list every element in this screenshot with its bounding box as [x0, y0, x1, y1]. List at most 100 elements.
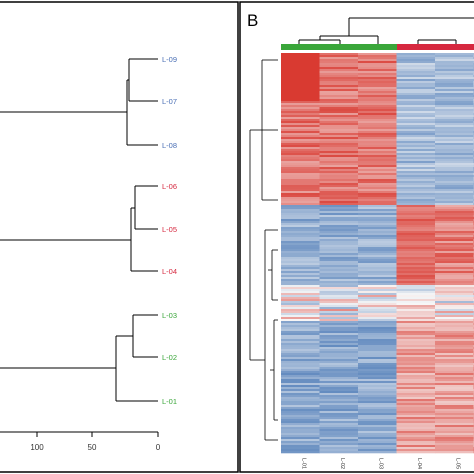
- heatmap-cell: [396, 361, 436, 364]
- heatmap-cell: [435, 377, 474, 380]
- heatmap-cell: [358, 89, 397, 92]
- heatmap-cell: [435, 407, 474, 410]
- heatmap-cell: [319, 129, 359, 132]
- heatmap-cell: [435, 205, 474, 208]
- heatmap-cell: [435, 177, 474, 180]
- heatmap-cell: [319, 245, 359, 248]
- heatmap-cell: [358, 351, 397, 354]
- heatmap-cell: [396, 413, 436, 416]
- heatmap-cell: [281, 97, 320, 100]
- heatmap-cell: [319, 333, 359, 336]
- heatmap-cell: [281, 119, 320, 122]
- heatmap-cell: [281, 385, 320, 388]
- heatmap-cell: [281, 215, 320, 218]
- heatmap-cell: [319, 225, 359, 228]
- heatmap-cell: [435, 391, 474, 394]
- heatmap-cell: [319, 183, 359, 186]
- heatmap-cell: [396, 291, 436, 294]
- heatmap-cell: [396, 183, 436, 186]
- heatmap-cell: [358, 415, 397, 418]
- heatmap-cell: [396, 111, 436, 114]
- heatmap-cell: [435, 275, 474, 278]
- heatmap-cell: [435, 299, 474, 302]
- heatmap-cell: [319, 401, 359, 404]
- heatmap-cell: [281, 327, 320, 330]
- heatmap-cell: [358, 161, 397, 164]
- heatmap-cell: [281, 195, 320, 198]
- heatmap-cell: [319, 149, 359, 152]
- heatmap-cell: [435, 279, 474, 282]
- heatmap-cell: [281, 373, 320, 376]
- heatmap-cell: [319, 213, 359, 216]
- heatmap-cell: [435, 293, 474, 296]
- heatmap-cell: [358, 55, 397, 58]
- heatmap-cell: [319, 277, 359, 280]
- heatmap-cell: [358, 307, 397, 310]
- heatmap-cell: [358, 299, 397, 302]
- heatmap-cell: [396, 337, 436, 340]
- heatmap-cell: [435, 301, 474, 304]
- heatmap-cell: [358, 373, 397, 376]
- heatmap-cell: [319, 423, 359, 426]
- heatmap-cell: [319, 145, 359, 148]
- heatmap-cell: [358, 83, 397, 86]
- heatmap-cell: [435, 189, 474, 192]
- heatmap-cell: [358, 85, 397, 88]
- heatmap-cell: [319, 381, 359, 384]
- heatmap-cell: [396, 339, 436, 342]
- heatmap-cell: [435, 55, 474, 58]
- heatmap-cell: [396, 443, 436, 446]
- heatmap-cell: [396, 141, 436, 144]
- heatmap-cell: [319, 329, 359, 332]
- heatmap-cell: [358, 431, 397, 434]
- heatmap-cell: [358, 231, 397, 234]
- heatmap-cell: [319, 109, 359, 112]
- heatmap-cell: [435, 119, 474, 122]
- heatmap-cell: [319, 211, 359, 214]
- heatmap-cell: [281, 337, 320, 340]
- heatmap-cell: [435, 405, 474, 408]
- heatmap-cell: [358, 169, 397, 172]
- heatmap-cell: [358, 175, 397, 178]
- heatmap-cell: [319, 407, 359, 410]
- heatmap-cell: [358, 451, 397, 454]
- heatmap-cell: [281, 263, 320, 266]
- heatmap-cell: [281, 91, 320, 94]
- heatmap-cell: [435, 117, 474, 120]
- heatmap-cell: [319, 119, 359, 122]
- heatmap-cell: [281, 163, 320, 166]
- heatmap-cell: [396, 203, 436, 206]
- heatmap-cell: [435, 403, 474, 406]
- heatmap-cell: [396, 345, 436, 348]
- heatmap-cell: [319, 365, 359, 368]
- heatmap-cell: [435, 439, 474, 442]
- heatmap-cell: [396, 61, 436, 64]
- heatmap-cell: [319, 81, 359, 84]
- heatmap-cell: [396, 129, 436, 132]
- heatmap-cell: [281, 57, 320, 60]
- heatmap-cell: [281, 287, 320, 290]
- heatmap-cell: [396, 441, 436, 444]
- heatmap-cell: [358, 239, 397, 242]
- heatmap-cell: [396, 109, 436, 112]
- heatmap-cell: [319, 431, 359, 434]
- heatmap-cell: [435, 341, 474, 344]
- heatmap-cell: [435, 349, 474, 352]
- heatmap-cell: [358, 347, 397, 350]
- heatmap-cell: [319, 141, 359, 144]
- heatmap-cell: [319, 217, 359, 220]
- heatmap-cell: [281, 105, 320, 108]
- heatmap-cell: [281, 113, 320, 116]
- heatmap-cell: [358, 137, 397, 140]
- heatmap-cell: [319, 243, 359, 246]
- heatmap-cell: [396, 333, 436, 336]
- heatmap-cell: [319, 323, 359, 326]
- heatmap-cell: [435, 77, 474, 80]
- heatmap-cell: [396, 245, 436, 248]
- heatmap-cell: [281, 181, 320, 184]
- heatmap-cell: [435, 91, 474, 94]
- heatmap-cell: [319, 441, 359, 444]
- heatmap-cell: [435, 395, 474, 398]
- heatmap-cell: [319, 347, 359, 350]
- heatmap-cell: [281, 281, 320, 284]
